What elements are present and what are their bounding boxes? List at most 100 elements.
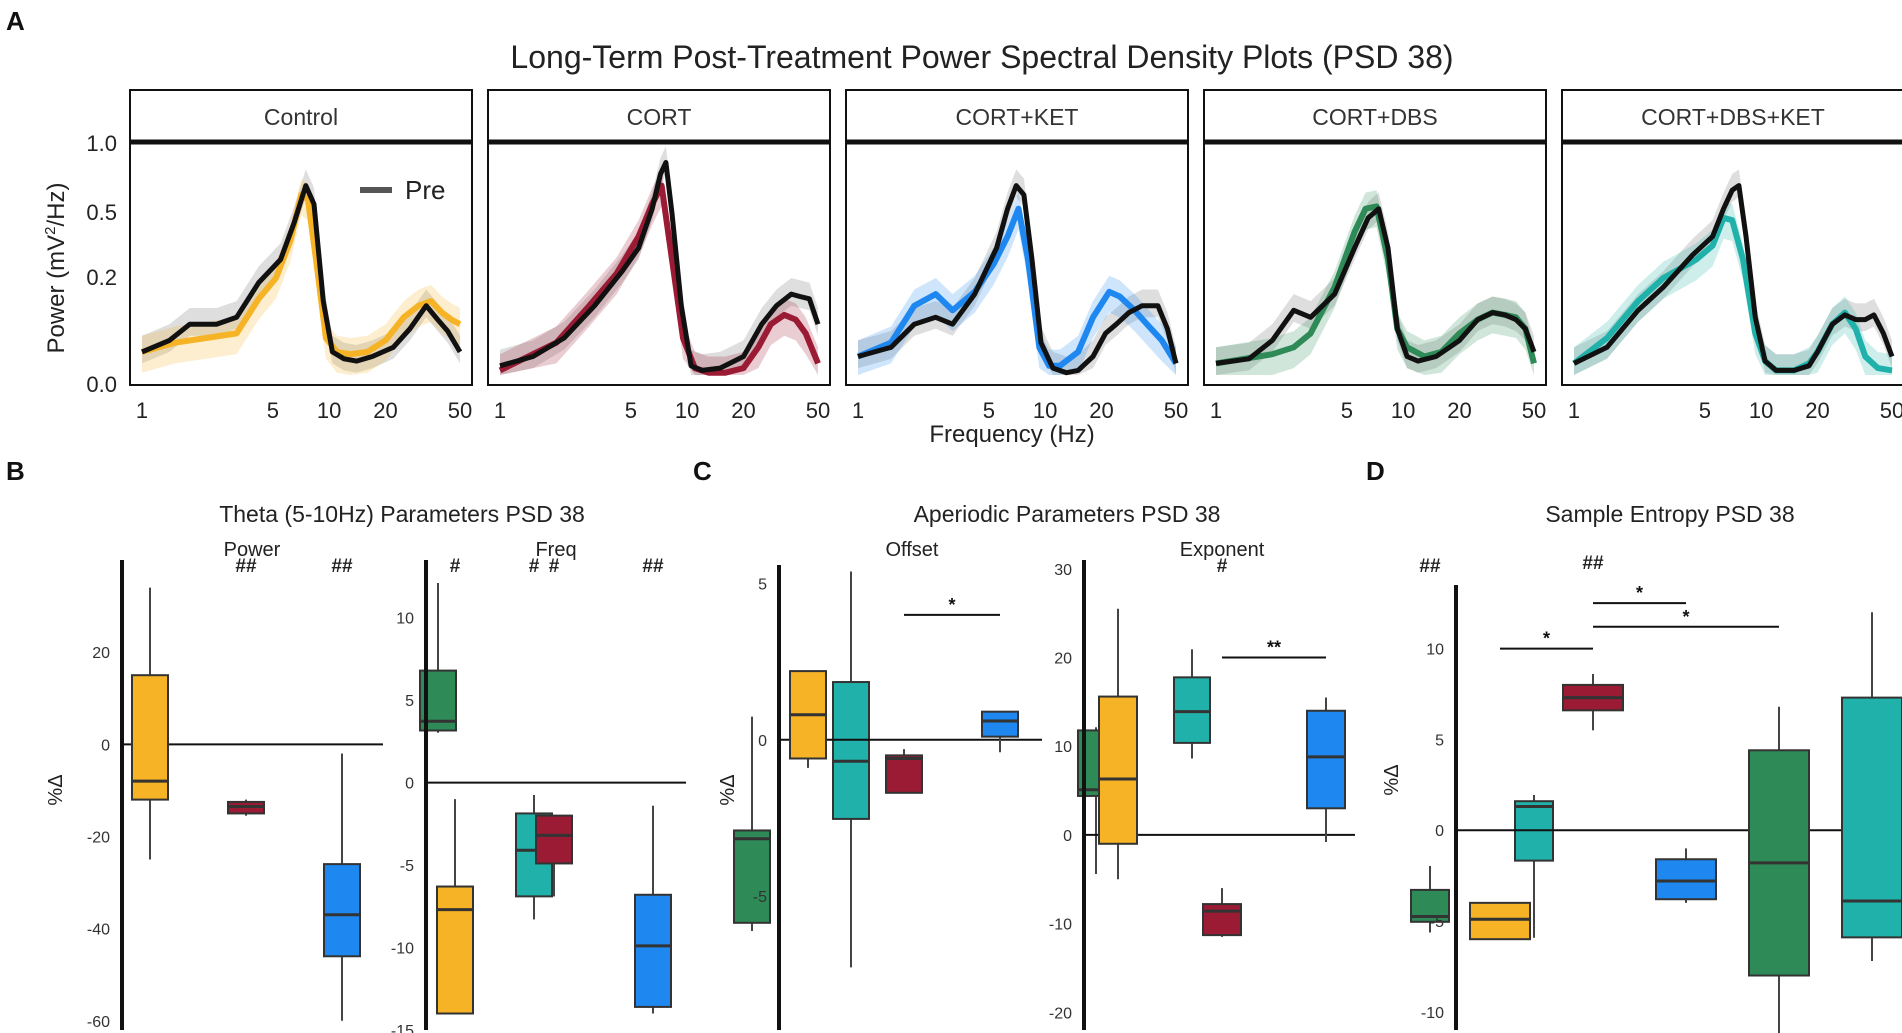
significance-hash: ## (1419, 556, 1441, 577)
y-tick-label: -20 (1049, 1005, 1072, 1022)
psd-facet-2: CORT+KET 1 5 10 20 50 (845, 89, 1189, 423)
y-tick-label: -10 (391, 941, 414, 958)
pre-psd-line (141, 183, 463, 364)
pre-psd-line (1572, 183, 1895, 373)
x-tick-label: 1 (494, 398, 506, 423)
panel-a-xlabel: Frequency (Hz) (929, 421, 1094, 448)
box-iqr (1841, 696, 1902, 939)
panel-a-ytick-0: 0.0 (86, 372, 117, 397)
y-tick-label: 0 (1063, 828, 1072, 845)
box-iqr (1098, 695, 1138, 845)
significance-hash: ## (1582, 553, 1604, 574)
box-iqr (832, 681, 870, 820)
panel-b-title: Theta (5-10Hz) Parameters PSD 38 (219, 501, 585, 527)
facet-label: CORT+DBS (1312, 104, 1437, 130)
panel-d-title: Sample Entropy PSD 38 (1545, 501, 1794, 527)
y-tick-label: 10 (1426, 642, 1444, 659)
panel-c-title: Aperiodic Parameters PSD 38 (914, 501, 1221, 527)
x-tick-label: 1 (1568, 398, 1580, 423)
significance-star: * (1543, 629, 1550, 649)
panel-c-offset-subtitle: Offset (886, 539, 939, 561)
x-tick-label: 20 (1447, 398, 1471, 423)
y-tick-label: -5 (753, 889, 767, 906)
facet-label: CORT+KET (956, 104, 1079, 130)
significance-hash: ## (642, 556, 664, 577)
facet-label: CORT (627, 104, 692, 130)
facet-label: CORT+DBS+KET (1641, 104, 1825, 130)
y-tick-label: -60 (87, 1014, 110, 1031)
significance-star: * (1682, 607, 1689, 627)
post-ci-band (1574, 201, 1892, 375)
y-tick-label: 5 (1435, 732, 1444, 749)
post-ci-band (1216, 190, 1534, 375)
box-iqr (1469, 901, 1531, 941)
psd-facet-0: Control 1 5 10 20 50 Pre (129, 89, 473, 423)
panel-d-ylabel: %Δ (1381, 764, 1403, 795)
panel-letter-c: C (693, 456, 712, 486)
y-tick-label: 10 (1054, 739, 1072, 756)
psd-facet-1: CORT 1 5 10 20 50 (487, 89, 831, 423)
x-tick-label: 20 (373, 398, 397, 423)
pre-ci-band (1216, 192, 1534, 375)
y-tick-label: 0 (101, 737, 110, 754)
panel-b-freq-subtitle: Freq (535, 539, 576, 561)
x-tick-label: 10 (317, 398, 341, 423)
y-tick-label: -5 (1430, 914, 1444, 931)
significance-star: * (948, 595, 955, 615)
panel-b-ylabel: %Δ (45, 774, 67, 805)
box-iqr (1655, 858, 1717, 901)
post-ci-band (142, 178, 460, 375)
box-iqr (1202, 903, 1242, 937)
x-tick-label: 5 (625, 398, 637, 423)
y-tick-label: 0 (1435, 823, 1444, 840)
x-tick-label: 1 (852, 398, 864, 423)
box-iqr (1306, 709, 1346, 810)
x-tick-label: 5 (983, 398, 995, 423)
significance-hash: ## (235, 556, 257, 577)
ylabel-superscript: 2 (42, 226, 59, 234)
panel-a-title: Long-Term Post-Treatment Power Spectral … (510, 39, 1453, 75)
significance-hash: # (529, 556, 540, 577)
x-tick-label: 10 (1749, 398, 1773, 423)
box-iqr (1173, 676, 1211, 744)
y-tick-label: 10 (396, 611, 414, 628)
significance-star: ** (1267, 638, 1281, 658)
box-iqr (535, 814, 573, 865)
x-tick-label: 1 (136, 398, 148, 423)
box-iqr (323, 863, 361, 958)
significance-hash: # (549, 556, 560, 577)
pre-psd-line (1215, 206, 1537, 366)
panel-a-ylabel: Power (mV2/Hz) (42, 182, 70, 353)
facet-frame (1203, 89, 1547, 386)
box-iqr (733, 829, 771, 924)
y-tick-label: -20 (87, 829, 110, 846)
y-tick-label: -15 (391, 1023, 414, 1033)
post-ci-band (858, 192, 1176, 375)
facet-frame (487, 89, 831, 386)
panel-a-ytick-0-5: 0.5 (86, 200, 117, 225)
panel-letter-a: A (6, 6, 25, 36)
panel-letter-b: B (6, 456, 25, 486)
x-tick-label: 5 (1341, 398, 1353, 423)
box-iqr (634, 893, 672, 1008)
x-tick-label: 50 (1164, 398, 1188, 423)
x-tick-label: 5 (1699, 398, 1711, 423)
y-tick-label: -10 (1421, 1005, 1444, 1022)
x-tick-label: 10 (1033, 398, 1057, 423)
ylabel-suffix: /Hz) (43, 182, 70, 226)
box-iqr (436, 885, 474, 1015)
x-tick-label: 20 (1805, 398, 1829, 423)
x-tick-label: 1 (1210, 398, 1222, 423)
y-tick-label: -40 (87, 922, 110, 939)
x-tick-label: 20 (731, 398, 755, 423)
psd-facet-4: CORT+DBS+KET 1 5 10 20 50 (1561, 89, 1902, 423)
panel-letter-d: D (1366, 456, 1385, 486)
y-tick-label: 5 (405, 693, 414, 710)
x-tick-label: 10 (675, 398, 699, 423)
y-tick-label: 0 (758, 733, 767, 750)
box-iqr (981, 710, 1019, 738)
